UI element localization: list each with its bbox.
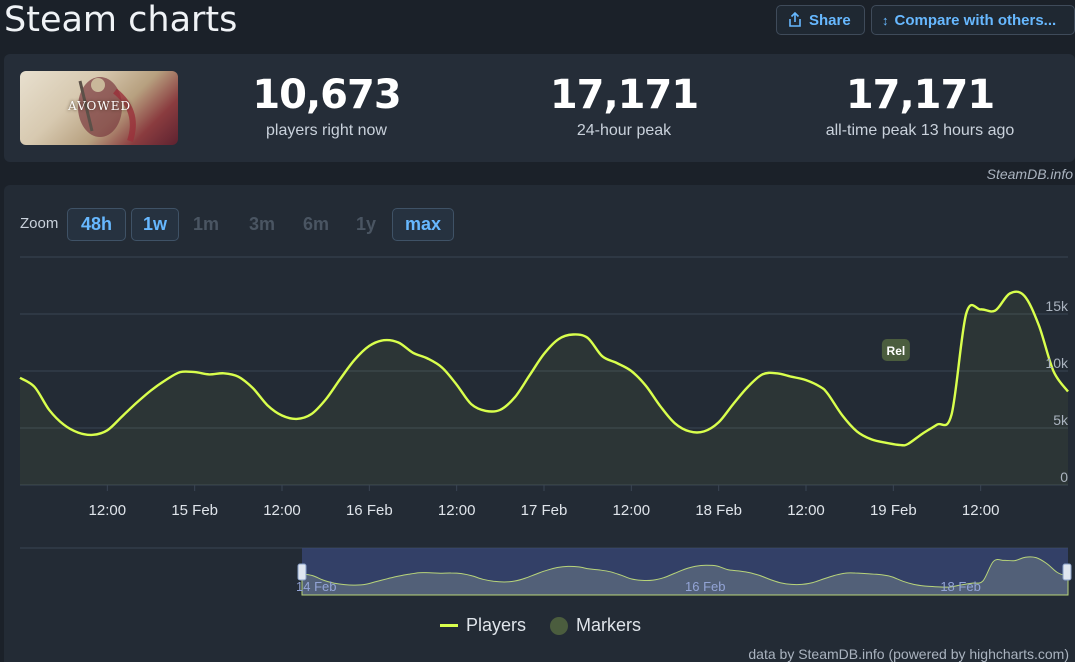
y-tick-label: 15k xyxy=(1045,298,1069,314)
x-tick-label: 18 Feb xyxy=(695,502,742,519)
players-series-line[interactable] xyxy=(19,290,1069,447)
zoom-max-button[interactable]: max xyxy=(392,208,454,241)
game-cover-art xyxy=(78,77,136,142)
game-cover-logo: AVOWED xyxy=(68,99,132,113)
marker-badge[interactable]: Rel xyxy=(881,339,910,361)
x-tick-label: 19 Feb xyxy=(870,502,917,519)
navigator-label: 18 Feb xyxy=(940,579,980,594)
x-tick-label: 12:00 xyxy=(613,502,651,519)
x-tick-label: 12:00 xyxy=(438,502,476,519)
x-tick-label: 12:00 xyxy=(263,502,301,519)
x-tick-label: 16 Feb xyxy=(346,502,393,519)
players-series-area xyxy=(20,291,1068,485)
legend-item-markers[interactable]: Markers xyxy=(550,615,641,636)
share-button-label: Share xyxy=(809,11,851,29)
chart-navigator[interactable]: 14 Feb 16 Feb 18 Feb xyxy=(20,547,1072,596)
stat-24h-peak: 17,171 24-hour peak xyxy=(544,72,704,140)
marker-badge-bg xyxy=(881,339,910,361)
navigator-handle-left[interactable] xyxy=(297,563,307,581)
zoom-48h-button[interactable]: 48h xyxy=(67,208,126,241)
compare-button[interactable]: ↕ Compare with others... xyxy=(871,5,1075,35)
legend-item-players[interactable]: Players xyxy=(440,615,526,636)
zoom-1m-button: 1m xyxy=(192,214,219,234)
stat-current: 10,673 players right now xyxy=(244,72,409,140)
navigator-label: 14 Feb xyxy=(296,579,336,594)
stats-panel: AVOWED 10,673 players right now 17,171 2… xyxy=(4,54,1075,162)
page-title: Steam charts xyxy=(4,0,238,40)
zoom-1w-button[interactable]: 1w xyxy=(131,208,179,241)
y-axis-ticks: 0 5k 10k 15k xyxy=(1045,298,1069,485)
navigator-label: 16 Feb xyxy=(685,579,725,594)
zoom-1y-button: 1y xyxy=(355,214,377,234)
zoom-6m-button: 6m xyxy=(302,214,329,234)
navigator-handle-right[interactable] xyxy=(1062,563,1072,581)
navigator-series-area xyxy=(301,556,1069,596)
y-tick-label: 10k xyxy=(1045,355,1069,371)
compare-icon: ↕ xyxy=(882,12,889,28)
stat-alltime-peak-value: 17,171 xyxy=(845,72,995,118)
x-tick-label: 12:00 xyxy=(787,502,825,519)
navigator-labels: 14 Feb 16 Feb 18 Feb xyxy=(296,579,981,594)
stat-alltime-peak: 17,171 all-time peak 13 hours ago xyxy=(800,72,1040,140)
x-tick-label: 17 Feb xyxy=(521,502,568,519)
share-icon xyxy=(789,12,801,27)
legend-markers-swatch xyxy=(550,616,569,635)
legend-players-label: Players xyxy=(466,615,527,635)
chart-legend: Players Markers xyxy=(440,615,655,636)
stat-alltime-peak-label: all-time peak 13 hours ago xyxy=(825,122,1015,139)
stat-24h-peak-value: 17,171 xyxy=(549,72,699,118)
steamdb-credit-bottom[interactable]: data by SteamDB.info (powered by highcha… xyxy=(748,646,1069,662)
stat-current-value: 10,673 xyxy=(252,72,401,118)
x-axis-ticks: 12:00 15 Feb 12:00 16 Feb 12:00 17 Feb 12:00 18… xyxy=(89,485,1000,519)
legend-markers-label: Markers xyxy=(576,615,642,635)
marker-badge-label: Rel xyxy=(887,344,906,358)
y-tick-label: 0 xyxy=(1060,469,1068,485)
zoom-3m-button: 3m xyxy=(248,214,275,234)
zoom-label: Zoom xyxy=(20,215,59,232)
steamdb-credit-top[interactable]: SteamDB.info xyxy=(986,166,1073,182)
x-tick-label: 12:00 xyxy=(89,502,127,519)
stat-current-label: players right now xyxy=(266,122,387,139)
y-tick-label: 5k xyxy=(1053,412,1069,428)
stat-24h-peak-label: 24-hour peak xyxy=(576,122,672,139)
game-cover-image[interactable]: AVOWED xyxy=(20,71,178,145)
x-tick-label: 12:00 xyxy=(962,502,1000,519)
x-tick-label: 15 Feb xyxy=(171,502,218,519)
legend-players-swatch xyxy=(440,624,458,627)
compare-button-label: Compare with others... xyxy=(894,11,1057,29)
share-button[interactable]: Share xyxy=(776,5,865,35)
chart-markers: Rel xyxy=(881,339,910,361)
